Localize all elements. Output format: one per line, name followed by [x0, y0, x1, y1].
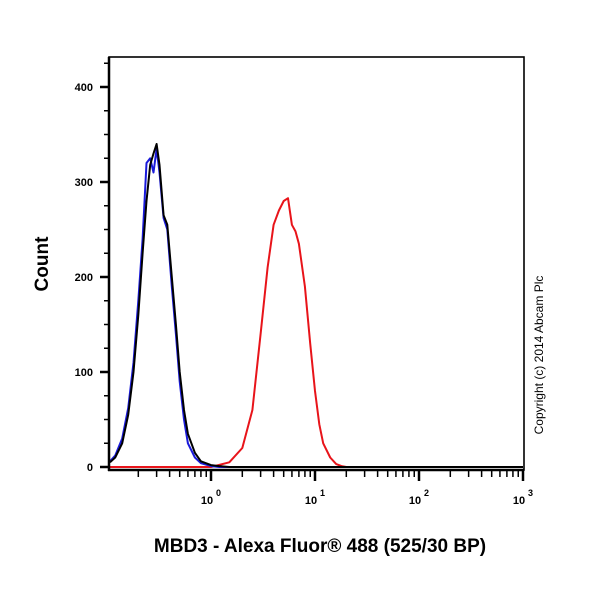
series-line-unlabelled-control: [109, 143, 523, 468]
x-tick-exponent: 3: [528, 488, 533, 498]
y-tick-label: 200: [75, 272, 93, 284]
y-axis-ticks: 0 100 200 300 400: [75, 62, 109, 474]
series-layer: [109, 143, 523, 468]
y-axis-title: Count: [32, 236, 53, 292]
y-tick-label: 0: [87, 462, 93, 474]
series-line-mbd3-alexa-fluor-488: [110, 197, 523, 468]
copyright-annotation: Copyright (c) 2014 Abcam Plc: [532, 276, 546, 435]
y-tick-label: 400: [75, 82, 93, 94]
x-tick-exponent: 2: [424, 488, 429, 498]
x-tick-base: 10: [409, 495, 421, 507]
x-tick-exponent: 0: [216, 488, 221, 498]
x-axis-title: MBD3 - Alexa Fluor® 488 (525/30 BP): [154, 536, 486, 557]
y-tick-label: 300: [75, 177, 93, 189]
x-tick-exponent: 1: [320, 488, 325, 498]
y-tick-label: 100: [75, 367, 93, 379]
x-tick-base: 10: [201, 495, 213, 507]
x-tick-base: 10: [513, 495, 525, 507]
x-tick-base: 10: [305, 495, 317, 507]
